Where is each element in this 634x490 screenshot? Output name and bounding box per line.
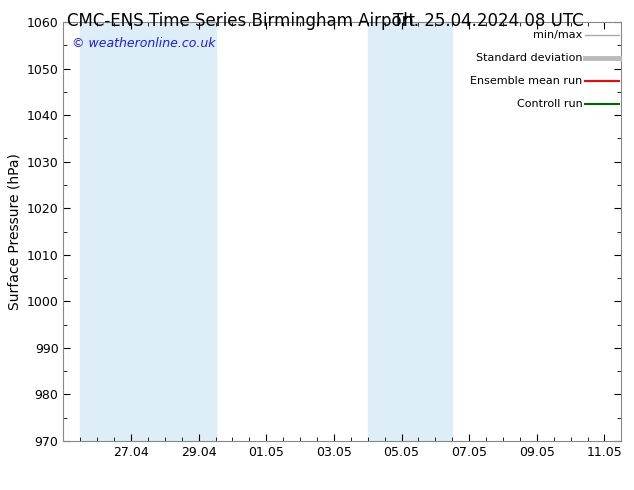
Bar xyxy=(81,22,148,441)
Text: © weatheronline.co.uk: © weatheronline.co.uk xyxy=(72,37,216,49)
Y-axis label: Surface Pressure (hPa): Surface Pressure (hPa) xyxy=(7,153,21,310)
Text: min/max: min/max xyxy=(533,29,582,40)
Bar xyxy=(148,22,216,441)
Text: Th. 25.04.2024 08 UTC: Th. 25.04.2024 08 UTC xyxy=(393,12,583,30)
Text: Controll run: Controll run xyxy=(517,99,582,109)
Bar xyxy=(368,22,418,441)
Bar xyxy=(418,22,452,441)
Text: Ensemble mean run: Ensemble mean run xyxy=(470,75,582,86)
Text: CMC-ENS Time Series Birmingham Airport: CMC-ENS Time Series Birmingham Airport xyxy=(67,12,415,30)
Text: Standard deviation: Standard deviation xyxy=(476,52,582,63)
